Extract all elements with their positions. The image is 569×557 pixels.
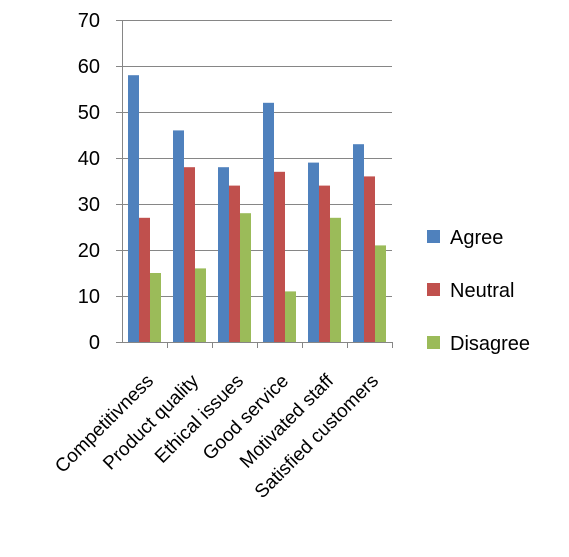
- bar-agree: [128, 75, 139, 342]
- legend-label: Neutral: [450, 280, 514, 302]
- legend-swatch-agree: [427, 230, 440, 243]
- y-tick-label: 60: [78, 56, 100, 78]
- bar-neutral: [184, 167, 195, 342]
- bar-neutral: [274, 171, 285, 342]
- bar-agree: [308, 162, 319, 342]
- legend-label: Agree: [450, 227, 503, 249]
- bar-agree: [218, 167, 229, 342]
- bar-disagree: [285, 291, 296, 342]
- bar-neutral: [319, 185, 330, 342]
- bar-disagree: [240, 213, 251, 342]
- legend-swatch-disagree: [427, 336, 440, 349]
- y-tick-label: 20: [78, 240, 100, 262]
- bar-agree: [263, 102, 274, 342]
- bar-disagree: [150, 273, 161, 342]
- bar-disagree: [375, 245, 386, 342]
- bar-agree: [353, 144, 364, 342]
- bar-disagree: [330, 217, 341, 342]
- y-tick-label: 70: [78, 10, 100, 32]
- bar-agree: [173, 130, 184, 342]
- bar-neutral: [364, 176, 375, 342]
- y-tick-label: 0: [89, 332, 100, 354]
- bar-neutral: [229, 185, 240, 342]
- y-tick-label: 10: [78, 286, 100, 308]
- y-tick-label: 30: [78, 194, 100, 216]
- legend-swatch-neutral: [427, 283, 440, 296]
- y-tick-label: 40: [78, 148, 100, 170]
- legend-label: Disagree: [450, 333, 530, 355]
- y-tick-label: 50: [78, 102, 100, 124]
- bar-disagree: [195, 268, 206, 342]
- bar-neutral: [139, 217, 150, 342]
